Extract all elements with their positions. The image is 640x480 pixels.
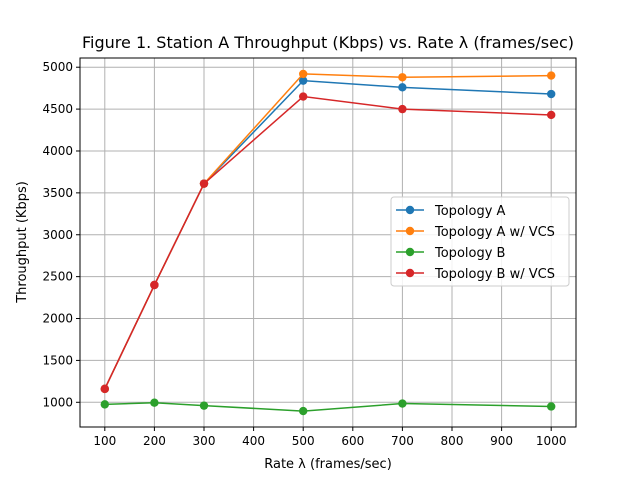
- data-point: [199, 179, 209, 188]
- y-tick-label: 4500: [42, 102, 73, 116]
- data-point: [398, 83, 407, 92]
- data-point: [299, 69, 308, 79]
- x-tick-label: 500: [292, 434, 315, 448]
- y-tick-label: 2000: [42, 312, 73, 326]
- legend-label: Topology B w/ VCS: [434, 267, 555, 282]
- legend-marker: [405, 205, 415, 215]
- data-point: [150, 398, 159, 407]
- y-tick-label: 3500: [42, 186, 73, 200]
- data-point: [150, 280, 159, 290]
- legend-box: [390, 196, 570, 287]
- ticks: 100 200 300 400 500 600 700 800 900 1000 1000 1500 2…: [42, 60, 566, 448]
- data-point: [100, 400, 110, 409]
- legend-label: Topology A w/ VCS: [434, 225, 555, 240]
- x-tick-label: 100: [93, 434, 116, 448]
- data-point: [299, 406, 308, 416]
- legend-item: Topology B w/ VCS: [396, 267, 555, 282]
- legend-marker: [405, 226, 415, 236]
- data-point: [100, 384, 110, 394]
- chart-title: Figure 1. Station A Throughput (Kbps) vs…: [82, 33, 574, 52]
- y-axis-label: Throughput (Kbps): [15, 181, 30, 304]
- data-point: [547, 89, 556, 99]
- data-point: [398, 73, 407, 82]
- x-tick-label: 1000: [536, 434, 567, 448]
- y-tick-label: 1000: [42, 395, 73, 409]
- x-tick-label: 300: [193, 434, 216, 448]
- data-point: [547, 402, 556, 411]
- series-4: [100, 92, 556, 394]
- legend-item: Topology B: [396, 246, 505, 261]
- series-line: [104, 95, 552, 390]
- x-tick-label: 700: [391, 434, 414, 448]
- series-layer: [100, 69, 556, 416]
- legend-item: Topology A w/ VCS: [396, 225, 555, 240]
- legend-label: Topology B: [434, 246, 505, 261]
- series-3: [100, 398, 556, 416]
- data-point: [398, 399, 407, 408]
- legend-marker: [405, 268, 415, 278]
- plot-frame: [79, 57, 577, 428]
- data-point: [299, 92, 308, 101]
- x-tick-label: 600: [341, 434, 364, 448]
- y-tick-label: 3000: [42, 228, 73, 242]
- data-point: [547, 71, 556, 80]
- y-tick-label: 1500: [42, 353, 73, 367]
- y-tick-label: 4000: [42, 144, 73, 158]
- legend: Topology A Topology A w/ VCS Topology B Top…: [390, 196, 570, 287]
- data-point: [299, 76, 308, 85]
- y-tick-label: 2500: [42, 270, 73, 284]
- x-tick-label: 900: [490, 434, 513, 448]
- x-axis-label: Rate λ (frames/sec): [264, 457, 392, 472]
- series-line: [104, 401, 552, 412]
- data-point: [398, 104, 407, 114]
- x-tick-label: 400: [242, 434, 265, 448]
- legend-marker: [405, 247, 415, 257]
- legend-item: Topology A: [396, 204, 506, 219]
- y-tick-label: 5000: [42, 60, 73, 74]
- data-point: [199, 401, 209, 410]
- data-point: [547, 110, 556, 120]
- x-tick-label: 800: [441, 434, 464, 448]
- legend-label: Topology A: [434, 204, 506, 219]
- x-tick-label: 200: [143, 434, 166, 448]
